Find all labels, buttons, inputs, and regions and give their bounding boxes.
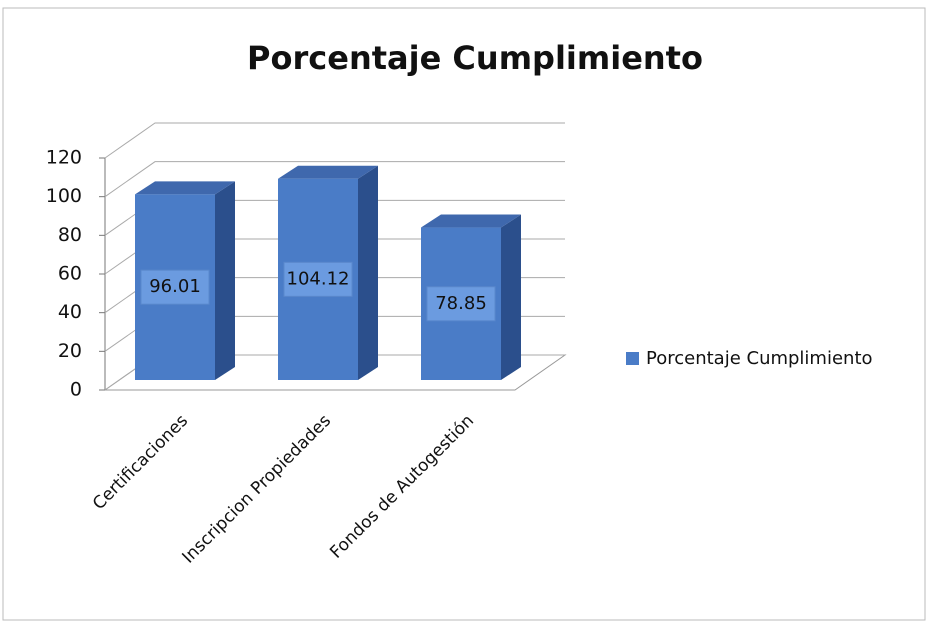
bar-side [358,165,378,380]
grid-line [104,161,565,198]
bar-side [215,181,235,380]
bar-top [278,165,378,179]
data-label-box [426,286,496,322]
data-label: 104.12 [287,268,350,289]
y-tick-label: 20 [58,340,82,362]
y-tick-label: 60 [58,263,82,285]
y-tick-label: 120 [46,147,82,169]
bar-side [501,214,521,380]
data-label: 78.85 [435,293,487,314]
y-tick-label: 100 [46,185,82,207]
grid-line [104,122,565,159]
chart-title: Porcentaje Cumplimiento [247,39,703,77]
legend-swatch [626,352,639,365]
data-label-box [140,269,210,305]
y-tick-label: 0 [70,379,82,401]
data-label-box [283,261,353,297]
bar-top [135,181,235,195]
y-tick-label: 80 [58,224,82,246]
data-label: 96.01 [149,276,201,297]
y-tick-label: 40 [58,301,82,323]
legend-label: Porcentaje Cumplimiento [646,348,873,369]
bar-top [421,214,521,228]
